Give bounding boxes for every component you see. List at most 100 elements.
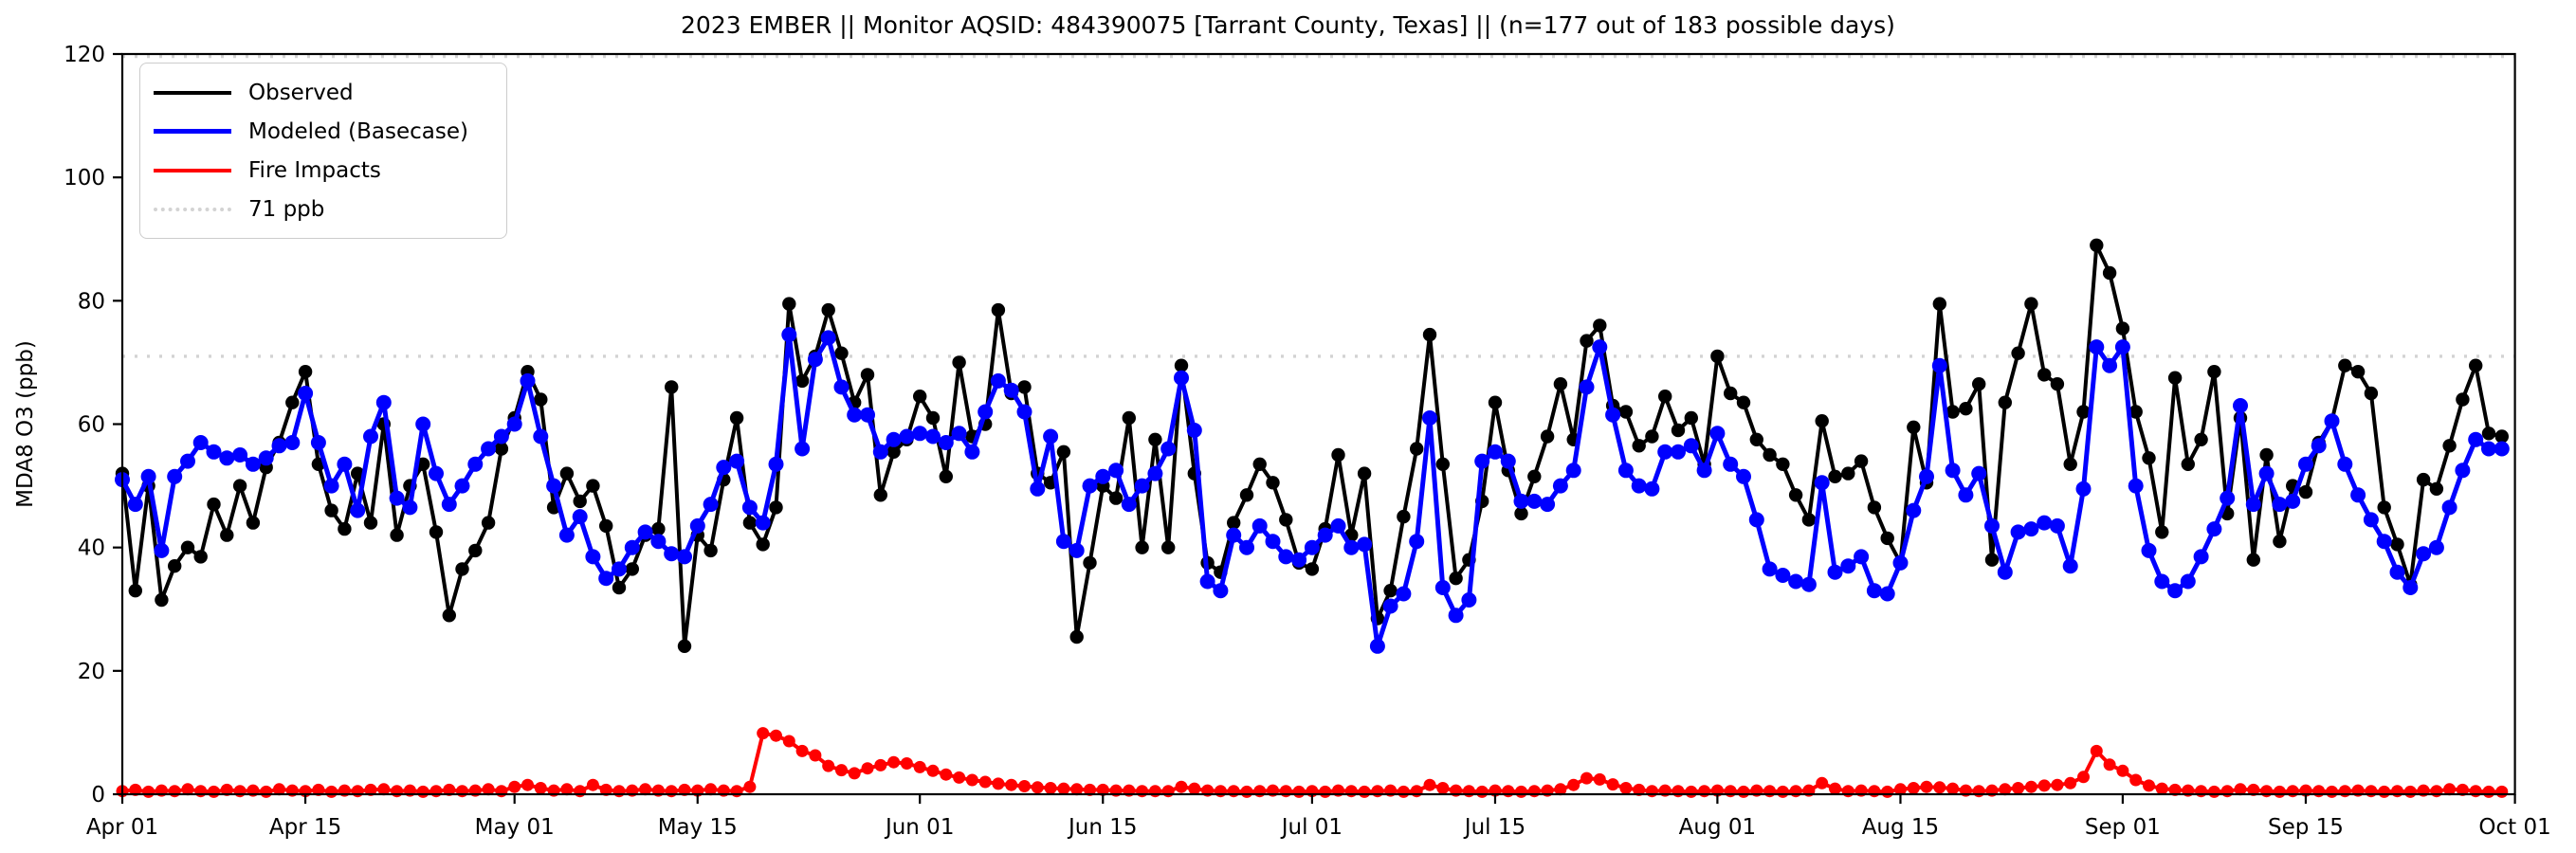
- modeled-basecase-point: [703, 497, 719, 513]
- observed-point: [1580, 334, 1594, 348]
- modeled-basecase-point: [415, 416, 431, 432]
- fire-impacts-point: [848, 767, 861, 780]
- fire-impacts-point: [874, 758, 887, 771]
- fire-impacts-point: [2012, 782, 2025, 794]
- modeled-basecase-point: [2193, 549, 2209, 565]
- modeled-basecase-point: [1069, 542, 1085, 558]
- observed-point: [2469, 358, 2483, 372]
- modeled-basecase-point: [1709, 426, 1726, 442]
- fire-impacts-point: [1567, 778, 1580, 791]
- observed-point: [756, 537, 770, 552]
- fire-impacts-point: [2037, 779, 2051, 792]
- observed-point: [2429, 481, 2444, 496]
- modeled-basecase-point: [1174, 370, 1189, 386]
- observed-point: [232, 479, 247, 493]
- fire-impacts-point: [861, 762, 874, 775]
- observed-point: [821, 302, 835, 318]
- modeled-basecase-point: [310, 435, 326, 450]
- observed-point: [1658, 390, 1672, 404]
- fire-impacts-point: [2456, 783, 2469, 796]
- modeled-basecase-point: [2167, 583, 2183, 599]
- fire-impacts-point: [2260, 785, 2274, 798]
- observed-point: [1148, 432, 1162, 446]
- fire-impacts-point: [1776, 785, 1789, 798]
- modeled-basecase-point: [2154, 573, 2170, 590]
- observed-point: [573, 494, 587, 509]
- y-tick-label: 20: [78, 660, 105, 684]
- fire-impacts-point: [2024, 780, 2037, 793]
- observed-point: [1135, 540, 1149, 554]
- modeled-basecase-point: [1251, 517, 1268, 534]
- modeled-basecase-point: [506, 416, 522, 432]
- modeled-basecase-point: [1500, 453, 1516, 469]
- observed-point: [559, 466, 575, 481]
- modeled-basecase-point: [192, 435, 209, 450]
- modeled-basecase-point: [1958, 487, 1974, 503]
- modeled-basecase-point: [729, 453, 745, 469]
- observed-point: [351, 466, 365, 481]
- observed-point: [2090, 238, 2104, 252]
- modeled-basecase-point: [1382, 598, 1398, 614]
- modeled-basecase-point: [624, 539, 640, 555]
- observed-point: [128, 584, 142, 598]
- modeled-basecase-point: [454, 478, 470, 494]
- fire-impacts-point: [2155, 782, 2168, 795]
- observed-point: [168, 559, 182, 573]
- modeled-basecase-point: [127, 497, 143, 513]
- modeled-basecase-point: [2376, 534, 2392, 550]
- modeled-basecase-point: [1239, 539, 1254, 555]
- observed-point: [1828, 469, 1842, 483]
- observed-point: [1357, 466, 1372, 481]
- observed-point: [1514, 506, 1528, 521]
- modeled-basecase-point: [258, 450, 274, 466]
- observed-point: [1959, 402, 1973, 416]
- fire-impacts-point: [1724, 785, 1737, 798]
- fire-impacts-point: [312, 783, 325, 796]
- modeled-basecase-point: [206, 444, 222, 460]
- modeled-basecase-point: [546, 478, 562, 494]
- fire-impacts-point: [1763, 785, 1777, 798]
- observed-point: [2128, 405, 2143, 419]
- modeled-basecase-point: [1317, 527, 1333, 543]
- fire-impacts-point: [965, 773, 978, 787]
- fire-impacts-point: [1358, 785, 1371, 798]
- fire-impacts-point: [1645, 785, 1658, 798]
- modeled-basecase-point: [1488, 444, 1503, 460]
- fire-impacts-point: [1894, 783, 1907, 796]
- fire-impacts-point: [1907, 782, 1920, 794]
- observed-point: [913, 390, 927, 404]
- observed-point: [1776, 457, 1790, 471]
- x-tick-label: Jun 15: [1067, 815, 1138, 840]
- fire-impacts-point: [1292, 785, 1306, 798]
- modeled-basecase-point: [1095, 468, 1111, 484]
- modeled-basecase-point: [1199, 573, 1215, 590]
- legend-label-modeled: Modeled (Basecase): [248, 118, 468, 144]
- fire-impacts-point: [1161, 785, 1175, 798]
- observed-point: [729, 410, 744, 426]
- modeled-basecase-point: [1513, 493, 1529, 509]
- modeled-basecase-point: [872, 444, 888, 460]
- modeled-basecase-point: [2102, 357, 2118, 373]
- observed-point: [1174, 358, 1189, 372]
- observed-point: [1593, 318, 1607, 333]
- modeled-basecase-point: [2062, 558, 2078, 574]
- modeled-basecase-point: [1800, 576, 1817, 592]
- observed-point: [1972, 377, 1986, 391]
- modeled-basecase-point: [533, 428, 549, 445]
- modeled-basecase-point: [1605, 407, 1621, 423]
- modeled-basecase-point: [2075, 481, 2092, 497]
- observed-point: [1645, 429, 1659, 444]
- fire-impacts-point: [142, 785, 155, 798]
- modeled-basecase-point: [2416, 546, 2432, 562]
- modeled-basecase-point: [2428, 539, 2444, 555]
- observed-point: [2246, 553, 2260, 567]
- modeled-basecase-point: [2128, 478, 2144, 494]
- observed-point: [651, 521, 666, 536]
- modeled-basecase-point: [755, 515, 771, 531]
- fire-impacts-point: [2443, 783, 2457, 796]
- fire-impacts-point: [521, 778, 534, 791]
- fire-impacts-point: [377, 783, 391, 796]
- modeled-basecase-point: [1919, 468, 1934, 484]
- modeled-basecase-point: [1369, 638, 1385, 654]
- observed-point: [1867, 500, 1882, 515]
